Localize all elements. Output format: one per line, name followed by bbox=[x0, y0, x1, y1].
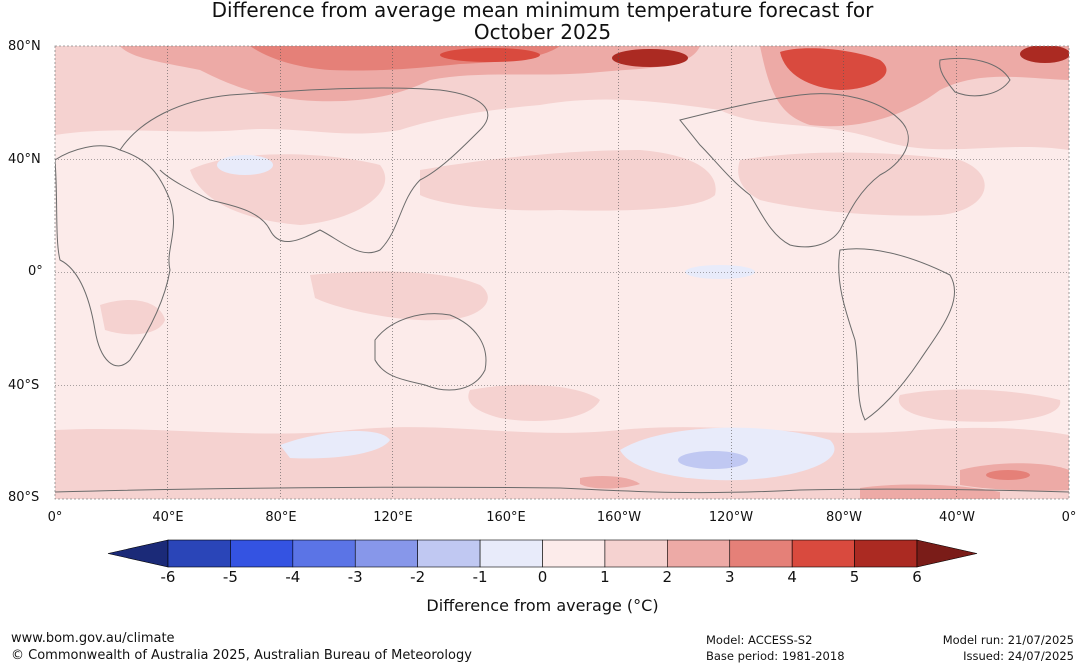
anomaly-hotspot-1 bbox=[612, 49, 688, 67]
colorbar-segment bbox=[417, 539, 481, 568]
anomaly-region-africa bbox=[100, 300, 165, 335]
anomaly-hotspot-5 bbox=[986, 470, 1030, 480]
anomaly-region-cool-5 bbox=[217, 155, 273, 175]
lon-label-0-right: 0° bbox=[1061, 510, 1077, 525]
coastline-australia bbox=[374, 313, 487, 391]
anomaly-region-arctic-hot bbox=[780, 48, 887, 90]
anomaly-region-s-pacific bbox=[468, 384, 600, 421]
lon-label-120w: 120°W bbox=[708, 510, 754, 525]
lat-label-80n: 80°N bbox=[8, 39, 41, 54]
coastline-north-america bbox=[679, 93, 909, 248]
anomaly-region-north-strong bbox=[120, 46, 700, 102]
map-plot-area bbox=[55, 46, 1069, 499]
anomaly-hotspot-3 bbox=[440, 48, 540, 62]
colorbar-tick-label: -2 bbox=[410, 568, 426, 586]
coastline-south-america bbox=[838, 248, 955, 421]
anomaly-region-antarctic bbox=[860, 484, 1000, 499]
map-title-line1: Difference from average mean minimum tem… bbox=[211, 0, 874, 22]
coastline-africa-europe bbox=[55, 145, 174, 367]
colorbar-tick-label: 1 bbox=[600, 568, 610, 586]
colorbar-segment bbox=[479, 539, 543, 568]
anomaly-region-cool-4 bbox=[685, 265, 755, 279]
lat-label-eq: 0° bbox=[28, 264, 43, 279]
anomaly-region-n-america bbox=[738, 152, 985, 216]
lon-label-160w: 160°W bbox=[596, 510, 642, 525]
colorbar-segment bbox=[167, 539, 231, 568]
colorbar bbox=[107, 539, 978, 568]
colorbar-tick-label: -6 bbox=[160, 568, 176, 586]
footer-model: Model: ACCESS-S2 bbox=[706, 633, 813, 647]
colorbar-segment bbox=[604, 539, 668, 568]
map-title-line2: October 2025 bbox=[473, 20, 612, 44]
lat-label-40n: 40°N bbox=[8, 152, 41, 167]
coastline-greenland bbox=[939, 57, 1011, 97]
anomaly-region-maritime bbox=[310, 271, 488, 321]
colorbar-extend-high bbox=[916, 539, 978, 568]
coastline-antarctica bbox=[55, 486, 1069, 494]
colorbar-segment bbox=[230, 539, 294, 568]
lon-label-80w: 80°W bbox=[826, 510, 862, 525]
lon-label-80e: 80°E bbox=[265, 510, 297, 525]
lon-label-160e: 160°E bbox=[486, 510, 526, 525]
colorbar-tick-label: -1 bbox=[472, 568, 488, 586]
map-frame bbox=[54, 45, 1070, 500]
anomaly-region-pacific-north bbox=[420, 150, 716, 211]
anomaly-hotspot-2 bbox=[1020, 46, 1069, 63]
anomaly-region-cool-2 bbox=[678, 451, 748, 469]
footer-issued: Issued: 24/07/2025 bbox=[963, 649, 1074, 663]
colorbar-tick-label: 2 bbox=[662, 568, 673, 586]
colorbar-segment bbox=[791, 539, 855, 568]
footer-model-run: Model run: 21/07/2025 bbox=[942, 633, 1074, 647]
colorbar-tick-label: 5 bbox=[849, 568, 860, 586]
colorbar-segment bbox=[542, 539, 606, 568]
coastlines bbox=[55, 57, 1069, 494]
colorbar-tick-label: -5 bbox=[222, 568, 238, 586]
colorbar-tick-label: -3 bbox=[347, 568, 363, 586]
colorbar-segment bbox=[292, 539, 356, 568]
graticule bbox=[55, 46, 1069, 499]
footer-website: www.bom.gov.au/climate bbox=[11, 631, 175, 646]
lon-label-40e: 40°E bbox=[152, 510, 184, 525]
colorbar-tick-label: 6 bbox=[912, 568, 922, 586]
colorbar-extend-low bbox=[107, 539, 169, 568]
anomaly-region-cool-3 bbox=[280, 430, 390, 459]
lon-label-40w: 40°W bbox=[939, 510, 975, 525]
colorbar-tick-label: -4 bbox=[285, 568, 301, 586]
footer-base-period: Base period: 1981-2018 bbox=[706, 649, 845, 663]
colorbar-tick-label: 4 bbox=[787, 568, 797, 586]
lon-label-0: 0° bbox=[47, 510, 63, 525]
colorbar-segment bbox=[354, 539, 418, 568]
footer-copyright: © Commonwealth of Australia 2025, Austra… bbox=[11, 648, 472, 663]
colorbar-segment bbox=[729, 539, 793, 568]
lat-label-80s: 80°S bbox=[8, 490, 40, 505]
anomaly-region-s-atlantic bbox=[898, 389, 1061, 422]
lat-label-40s: 40°S bbox=[8, 378, 40, 393]
coastline-eurasia bbox=[119, 87, 489, 254]
lon-label-120e: 120°E bbox=[373, 510, 413, 525]
colorbar-segment bbox=[854, 539, 918, 568]
colorbar-tick-label: 3 bbox=[724, 568, 735, 586]
colorbar-segment bbox=[667, 539, 731, 568]
colorbar-label: Difference from average (°C) bbox=[426, 596, 659, 615]
anomaly-region-antarctic-2 bbox=[580, 476, 640, 489]
colorbar-tick-label: 0 bbox=[537, 568, 548, 586]
